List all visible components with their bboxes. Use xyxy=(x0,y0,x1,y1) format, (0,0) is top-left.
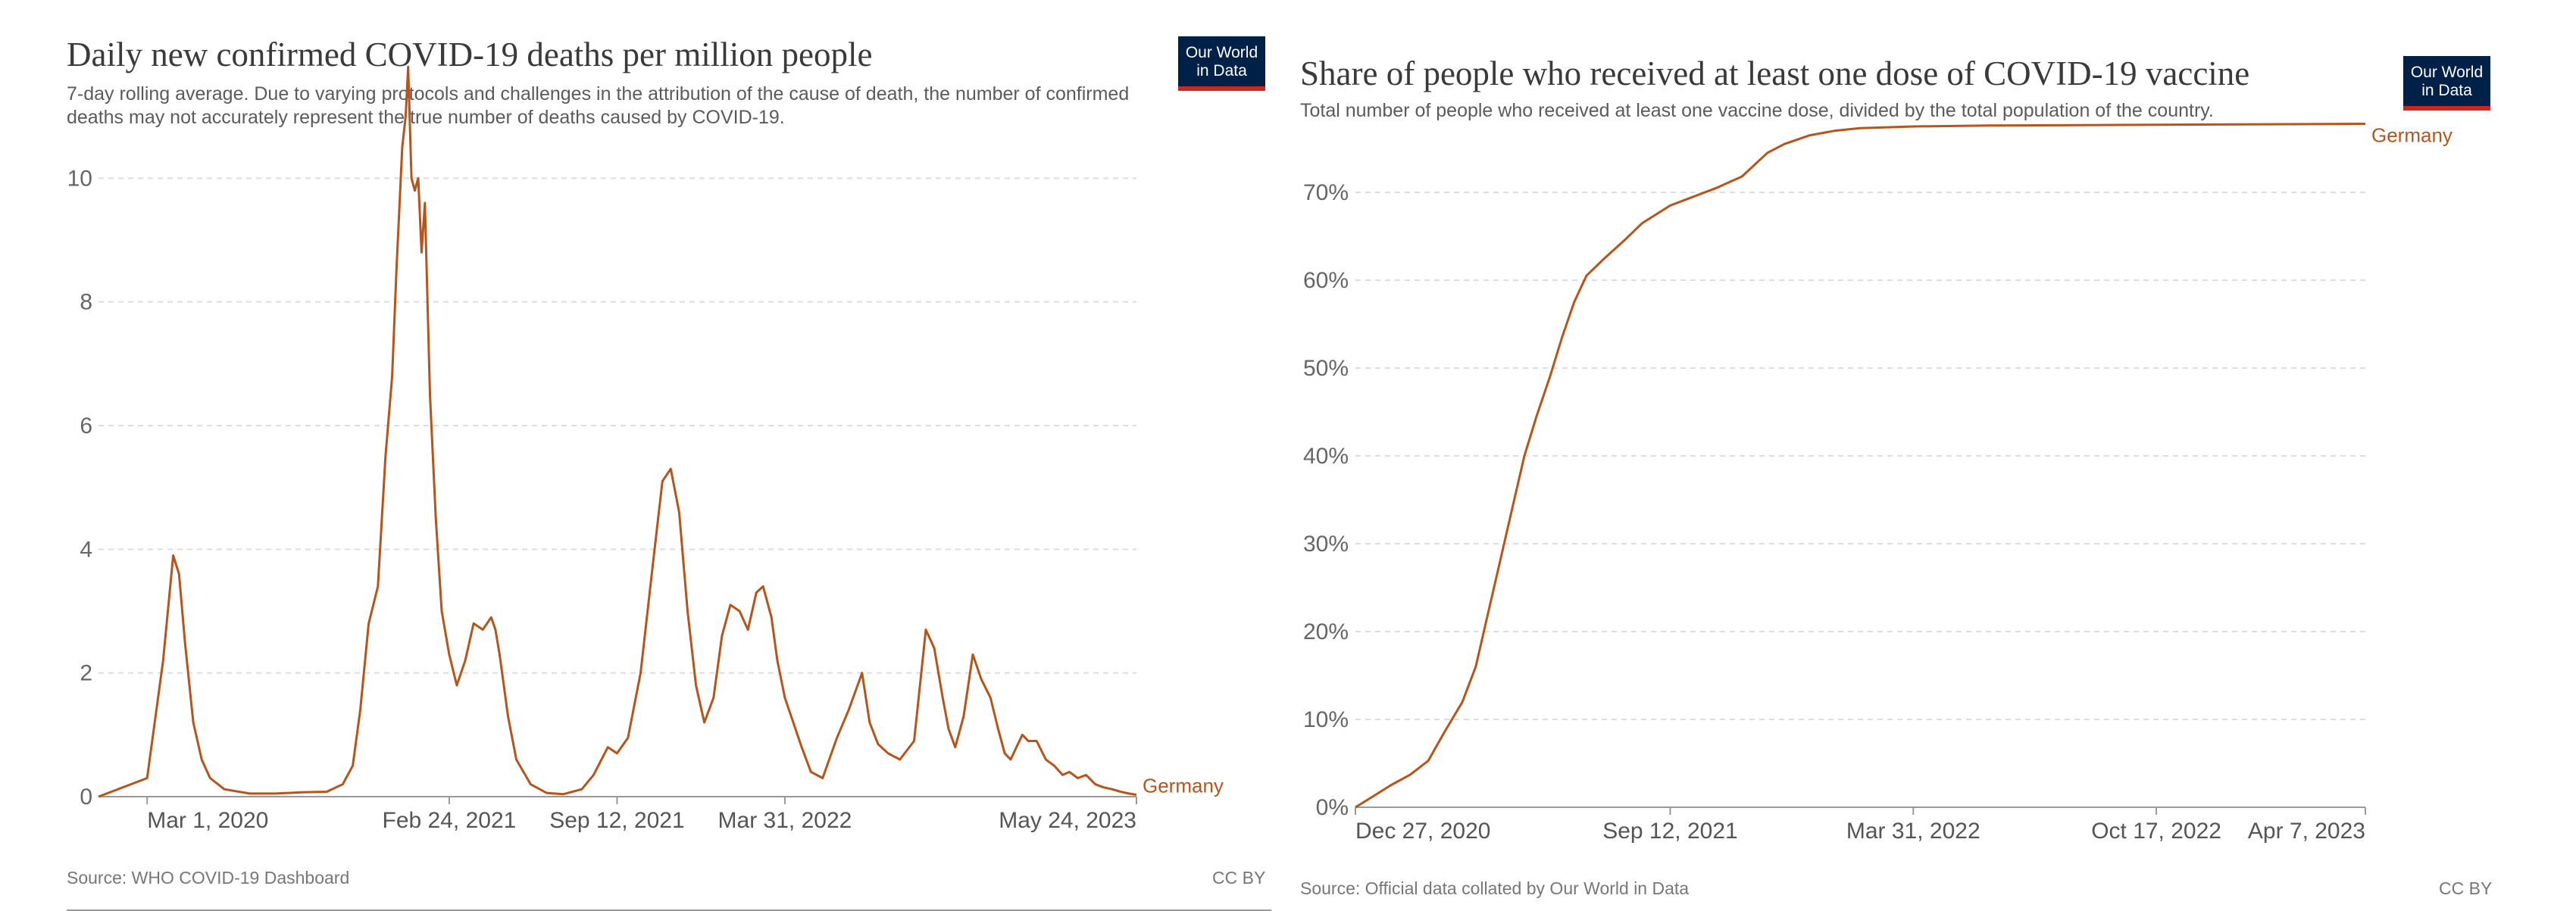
logo-line-2: in Data xyxy=(2421,82,2472,99)
y-tick-label: 0 xyxy=(80,785,92,810)
series-label-germany: Germany xyxy=(1143,775,1224,797)
y-tick-label: 8 xyxy=(80,290,92,315)
vaccination-line-chart: 0% 10% 20% 30% 40% 50% 60% 70% Dec 27, 2020 Sep 1… xyxy=(1303,123,2453,844)
y-tick-label: 60% xyxy=(1303,268,1349,293)
y-tick-label: 30% xyxy=(1303,532,1349,557)
x-tick-label: Sep 12, 2021 xyxy=(1602,819,1738,844)
chart-panel-vaccination: Share of people who received at least on… xyxy=(1288,0,2576,904)
y-tick-label: 6 xyxy=(80,413,92,438)
license-link[interactable]: CC BY xyxy=(2439,878,2493,898)
owid-logo[interactable]: Our World in Data xyxy=(2403,56,2490,111)
series-line-germany xyxy=(1355,123,2366,809)
y-tick-label: 10 xyxy=(67,166,92,191)
deaths-line-chart: 0 2 4 6 8 10 Mar 1, 2020 Feb 24, 2021 Sep 12, 20… xyxy=(67,65,1224,833)
x-tick-label: Oct 17, 2022 xyxy=(2091,819,2221,844)
series-line-germany xyxy=(98,65,1137,798)
y-tick-label: 20% xyxy=(1303,619,1349,644)
y-tick-label: 50% xyxy=(1303,356,1349,381)
y-tick-label: 40% xyxy=(1303,444,1349,469)
logo-line-1: Our World xyxy=(1185,44,1258,61)
logo-line-1: Our World xyxy=(2410,64,2484,81)
x-tick-label: Sep 12, 2021 xyxy=(549,808,685,833)
y-tick-label: 70% xyxy=(1303,180,1349,205)
chart-title: Daily new confirmed COVID-19 deaths per … xyxy=(67,36,873,73)
x-tick-label: Feb 24, 2021 xyxy=(383,808,517,833)
y-tick-label: 2 xyxy=(80,661,92,686)
x-tick-label: May 24, 2023 xyxy=(999,808,1136,833)
chart-subtitle: Total number of people who received at l… xyxy=(1300,100,2214,121)
owid-logo[interactable]: Our World in Data xyxy=(1178,36,1265,91)
chart-subtitle: 7-day rolling average. Due to varying pr… xyxy=(67,83,1130,128)
y-tick-label: 4 xyxy=(80,537,92,562)
chart-panel-deaths: Daily new confirmed COVID-19 deaths per … xyxy=(0,0,1288,911)
x-tick-label: Dec 27, 2020 xyxy=(1355,819,1490,844)
logo-line-2: in Data xyxy=(1196,62,1247,80)
source-note: Source: Official data collated by Our Wo… xyxy=(1300,878,1690,898)
series-label-germany: Germany xyxy=(2371,124,2453,147)
x-tick-label: Mar 1, 2020 xyxy=(147,808,268,833)
x-tick-label: Mar 31, 2022 xyxy=(718,808,852,833)
license-link[interactable]: CC BY xyxy=(1212,868,1266,888)
chart-title: Share of people who received at least on… xyxy=(1300,55,2250,92)
y-tick-label: 10% xyxy=(1303,707,1349,732)
x-tick-label: Apr 7, 2023 xyxy=(2248,819,2365,844)
source-note: Source: WHO COVID-19 Dashboard xyxy=(67,868,350,888)
y-tick-label: 0% xyxy=(1316,795,1349,820)
x-tick-label: Mar 31, 2022 xyxy=(1846,819,1980,844)
